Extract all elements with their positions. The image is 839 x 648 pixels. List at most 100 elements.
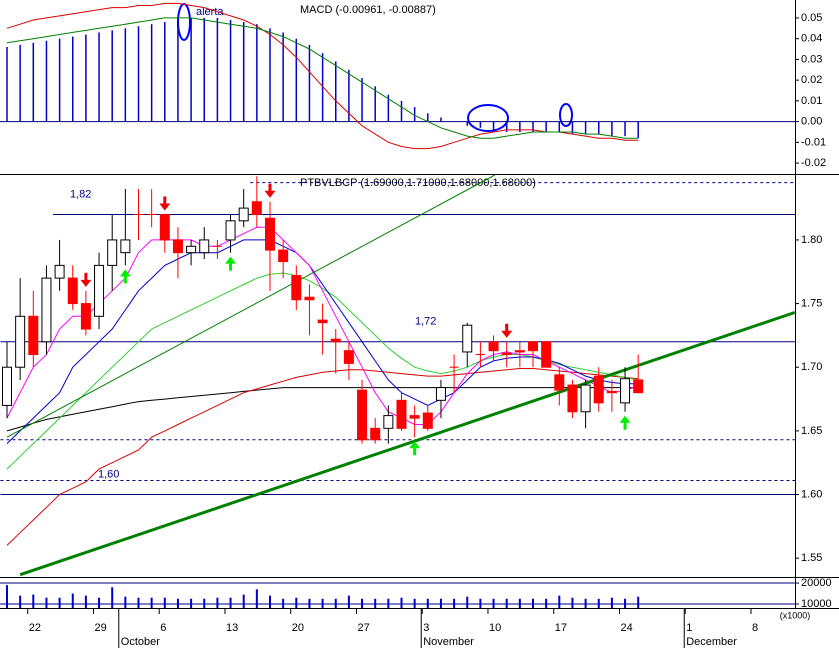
candle-body — [501, 352, 512, 355]
candle-body — [186, 245, 197, 254]
candle-body — [251, 201, 262, 215]
volume-bar — [190, 598, 193, 608]
volume-bar — [545, 598, 548, 608]
volume-bar — [32, 594, 35, 608]
volume-bar — [426, 598, 429, 608]
sell-arrow — [80, 272, 92, 287]
candle-body — [172, 239, 183, 254]
volume-bar — [6, 585, 8, 608]
candle-body — [422, 412, 433, 429]
level-label: 1,60 — [98, 468, 119, 480]
candle-body — [94, 264, 105, 317]
volume-bar — [374, 598, 377, 608]
candle-body — [633, 379, 644, 394]
volume-bar — [624, 598, 627, 608]
volume-bar — [479, 598, 482, 608]
volume-bar — [150, 597, 153, 608]
candle-body — [409, 415, 420, 419]
candle-body — [396, 399, 407, 429]
volume-bar — [163, 597, 166, 608]
volume-bar — [282, 598, 285, 608]
candle-body — [199, 239, 210, 254]
candle-body — [343, 350, 354, 364]
candle-body — [54, 264, 65, 279]
candle-body — [317, 319, 328, 324]
candle-body — [606, 390, 617, 394]
trendline — [6, 174, 496, 438]
volume-bar — [176, 598, 179, 608]
candle-body — [238, 207, 249, 222]
candle-body — [304, 296, 315, 301]
candle-body — [159, 213, 170, 241]
x-tick-label: 17 — [555, 622, 567, 634]
volume-bar — [518, 598, 521, 608]
candle-body — [330, 338, 341, 343]
trendline — [19, 311, 796, 577]
y-tick-label: 1.65 — [801, 425, 822, 437]
y-tick-label: 0.04 — [801, 33, 822, 45]
moving-average — [6, 387, 639, 432]
annotation: alerta — [196, 6, 224, 18]
buy-arrow — [409, 441, 421, 456]
candle-body — [15, 315, 26, 368]
candle-body — [67, 277, 78, 305]
volume-bar — [98, 597, 101, 608]
highlight-ellipse — [559, 103, 573, 127]
volume-bar — [216, 597, 219, 608]
x-tick-label: 3 — [423, 622, 429, 634]
volume-bar — [571, 597, 574, 608]
y-tick-label: 1.75 — [801, 297, 822, 309]
candle-body — [370, 427, 381, 441]
candle-body — [435, 387, 446, 401]
volume-bar — [295, 597, 298, 608]
candle-body — [278, 249, 289, 263]
candle-body — [541, 341, 552, 368]
y-tick-label: 10000 — [801, 598, 832, 610]
level-label: 1,72 — [415, 316, 436, 328]
sell-arrow — [264, 183, 276, 198]
candle-body — [120, 239, 131, 254]
volume-bar — [637, 596, 640, 608]
x-tick-label: 29 — [94, 622, 106, 634]
volume-bar — [361, 598, 364, 608]
y-tick-label: -0.02 — [801, 157, 826, 169]
y-tick-label: 1.60 — [801, 488, 822, 500]
volume-bar — [532, 598, 534, 608]
candle-body — [528, 341, 538, 352]
volume-bar — [347, 595, 350, 608]
y-tick-label: -0.01 — [801, 136, 826, 148]
highlight-ellipse — [467, 104, 509, 132]
volume-bar — [137, 597, 140, 608]
y-tick-label: 0.01 — [801, 95, 822, 107]
candle-body — [488, 341, 499, 352]
y-tick-label: 0.05 — [801, 12, 822, 24]
candle-body — [80, 303, 91, 330]
month-label: October — [121, 636, 160, 648]
x-tick-label: 20 — [292, 622, 304, 634]
y-tick-label: 0.00 — [801, 116, 822, 128]
volume-bar — [466, 596, 469, 608]
month-label: November — [423, 636, 474, 648]
candle-body — [462, 324, 473, 353]
volume-bar — [492, 598, 495, 608]
volume-bar — [71, 593, 74, 608]
volume-bar — [505, 598, 508, 608]
volume-bar — [242, 594, 245, 608]
volume-bar — [124, 596, 127, 608]
buy-arrow — [225, 256, 237, 271]
volume-bar — [453, 598, 456, 608]
volume-bar — [321, 598, 324, 608]
candle-body — [514, 350, 525, 353]
volume-bar — [610, 597, 613, 608]
y-tick-label: 1.55 — [801, 552, 822, 564]
volume-bar — [111, 587, 114, 608]
x-tick-label: 22 — [29, 622, 41, 634]
volume-bar — [308, 598, 311, 608]
y-tick-label: 1.70 — [801, 361, 822, 373]
volume-bar — [229, 597, 232, 608]
sell-arrow — [501, 323, 513, 338]
volume-bar — [203, 598, 206, 608]
macd-line — [6, 17, 639, 139]
candle-body — [580, 384, 591, 413]
